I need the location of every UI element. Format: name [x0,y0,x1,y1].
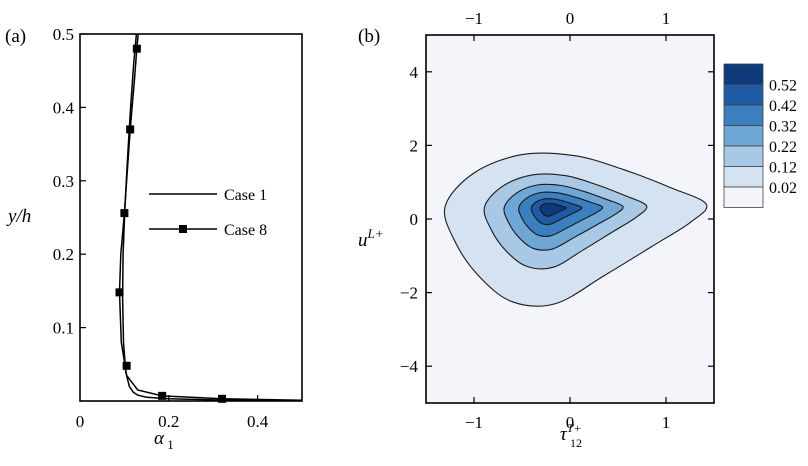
b-ytick-label: 2 [410,136,419,155]
colorbar-label: 0.12 [769,160,797,177]
panel-a-plot-frame [79,33,303,402]
b-xtick-label-top: 1 [662,9,671,28]
colorbar-swatch [723,186,764,208]
panel-a-line-chart: (a) 0.1 0.2 0.3 0.4 0.5 0.2 0.4 0 y/h α 1 Case … [5,25,303,452]
a-ytick-label: 0.2 [53,245,74,264]
a-series-marker [158,391,167,400]
a-ytick-label: 0.3 [53,172,74,191]
colorbar-label: 0.52 [769,78,797,95]
a-series-line-1 [121,33,303,402]
colorbar-swatch [723,84,764,106]
b-xtick-label: 0 [566,413,575,432]
a-series-line-2 [118,33,303,402]
a-origin-label: 0 [76,412,85,431]
b-xtick-label-top: −1 [465,9,483,28]
panel-a-ylabel: y/h [6,206,31,227]
colorbar-swatch [723,63,764,85]
a-series-marker [132,44,141,53]
colorbar-label: 0.02 [769,180,797,197]
colorbar-swatch [723,145,764,167]
a-xtick-label: 0.4 [247,412,269,431]
b-ytick-label: 0 [410,210,419,229]
colorbar-label: 0.22 [769,139,797,156]
b-ytick-label: −2 [400,284,418,303]
colorbar-label: 0.32 [769,119,797,136]
a-series-marker [115,288,124,297]
a-ytick-label: 0.1 [53,319,74,338]
b-xtick-label: 1 [662,413,671,432]
panel-a-xlabel: α 1 [154,428,174,452]
a-ytick-label: 0.5 [53,25,74,44]
a-series-marker [126,125,135,134]
b-xtick-label-top: 0 [566,9,575,28]
legend-marker [179,225,187,233]
panel-b-xlabel: τT+ 12 [560,421,582,450]
b-ytick-label: −4 [400,357,419,376]
contour-level-6 [539,202,567,217]
a-xtick-label: 0.2 [158,412,179,431]
a-series-marker [120,209,129,218]
a-series-marker [218,394,227,403]
colorbar-swatch [723,125,764,147]
panel-b-label: (b) [358,26,380,47]
legend-label-1: Case 1 [224,187,267,204]
panel-a-legend: Case 1 Case 8 [149,187,267,239]
colorbar-swatch [723,166,764,188]
panel-a-label: (a) [5,26,26,47]
a-ytick-label: 0.4 [53,98,75,117]
legend-label-2: Case 8 [224,222,267,239]
colorbar-swatch [723,104,764,126]
b-xtick-label: −1 [465,413,483,432]
b-ytick-label: 4 [410,63,419,82]
colorbar-label: 0.42 [769,98,797,115]
panel-b-ylabel: uL+ [358,226,384,251]
colorbar: 0.52 0.42 0.32 0.22 0.12 0.02 [723,63,797,208]
a-series-marker [122,361,131,370]
